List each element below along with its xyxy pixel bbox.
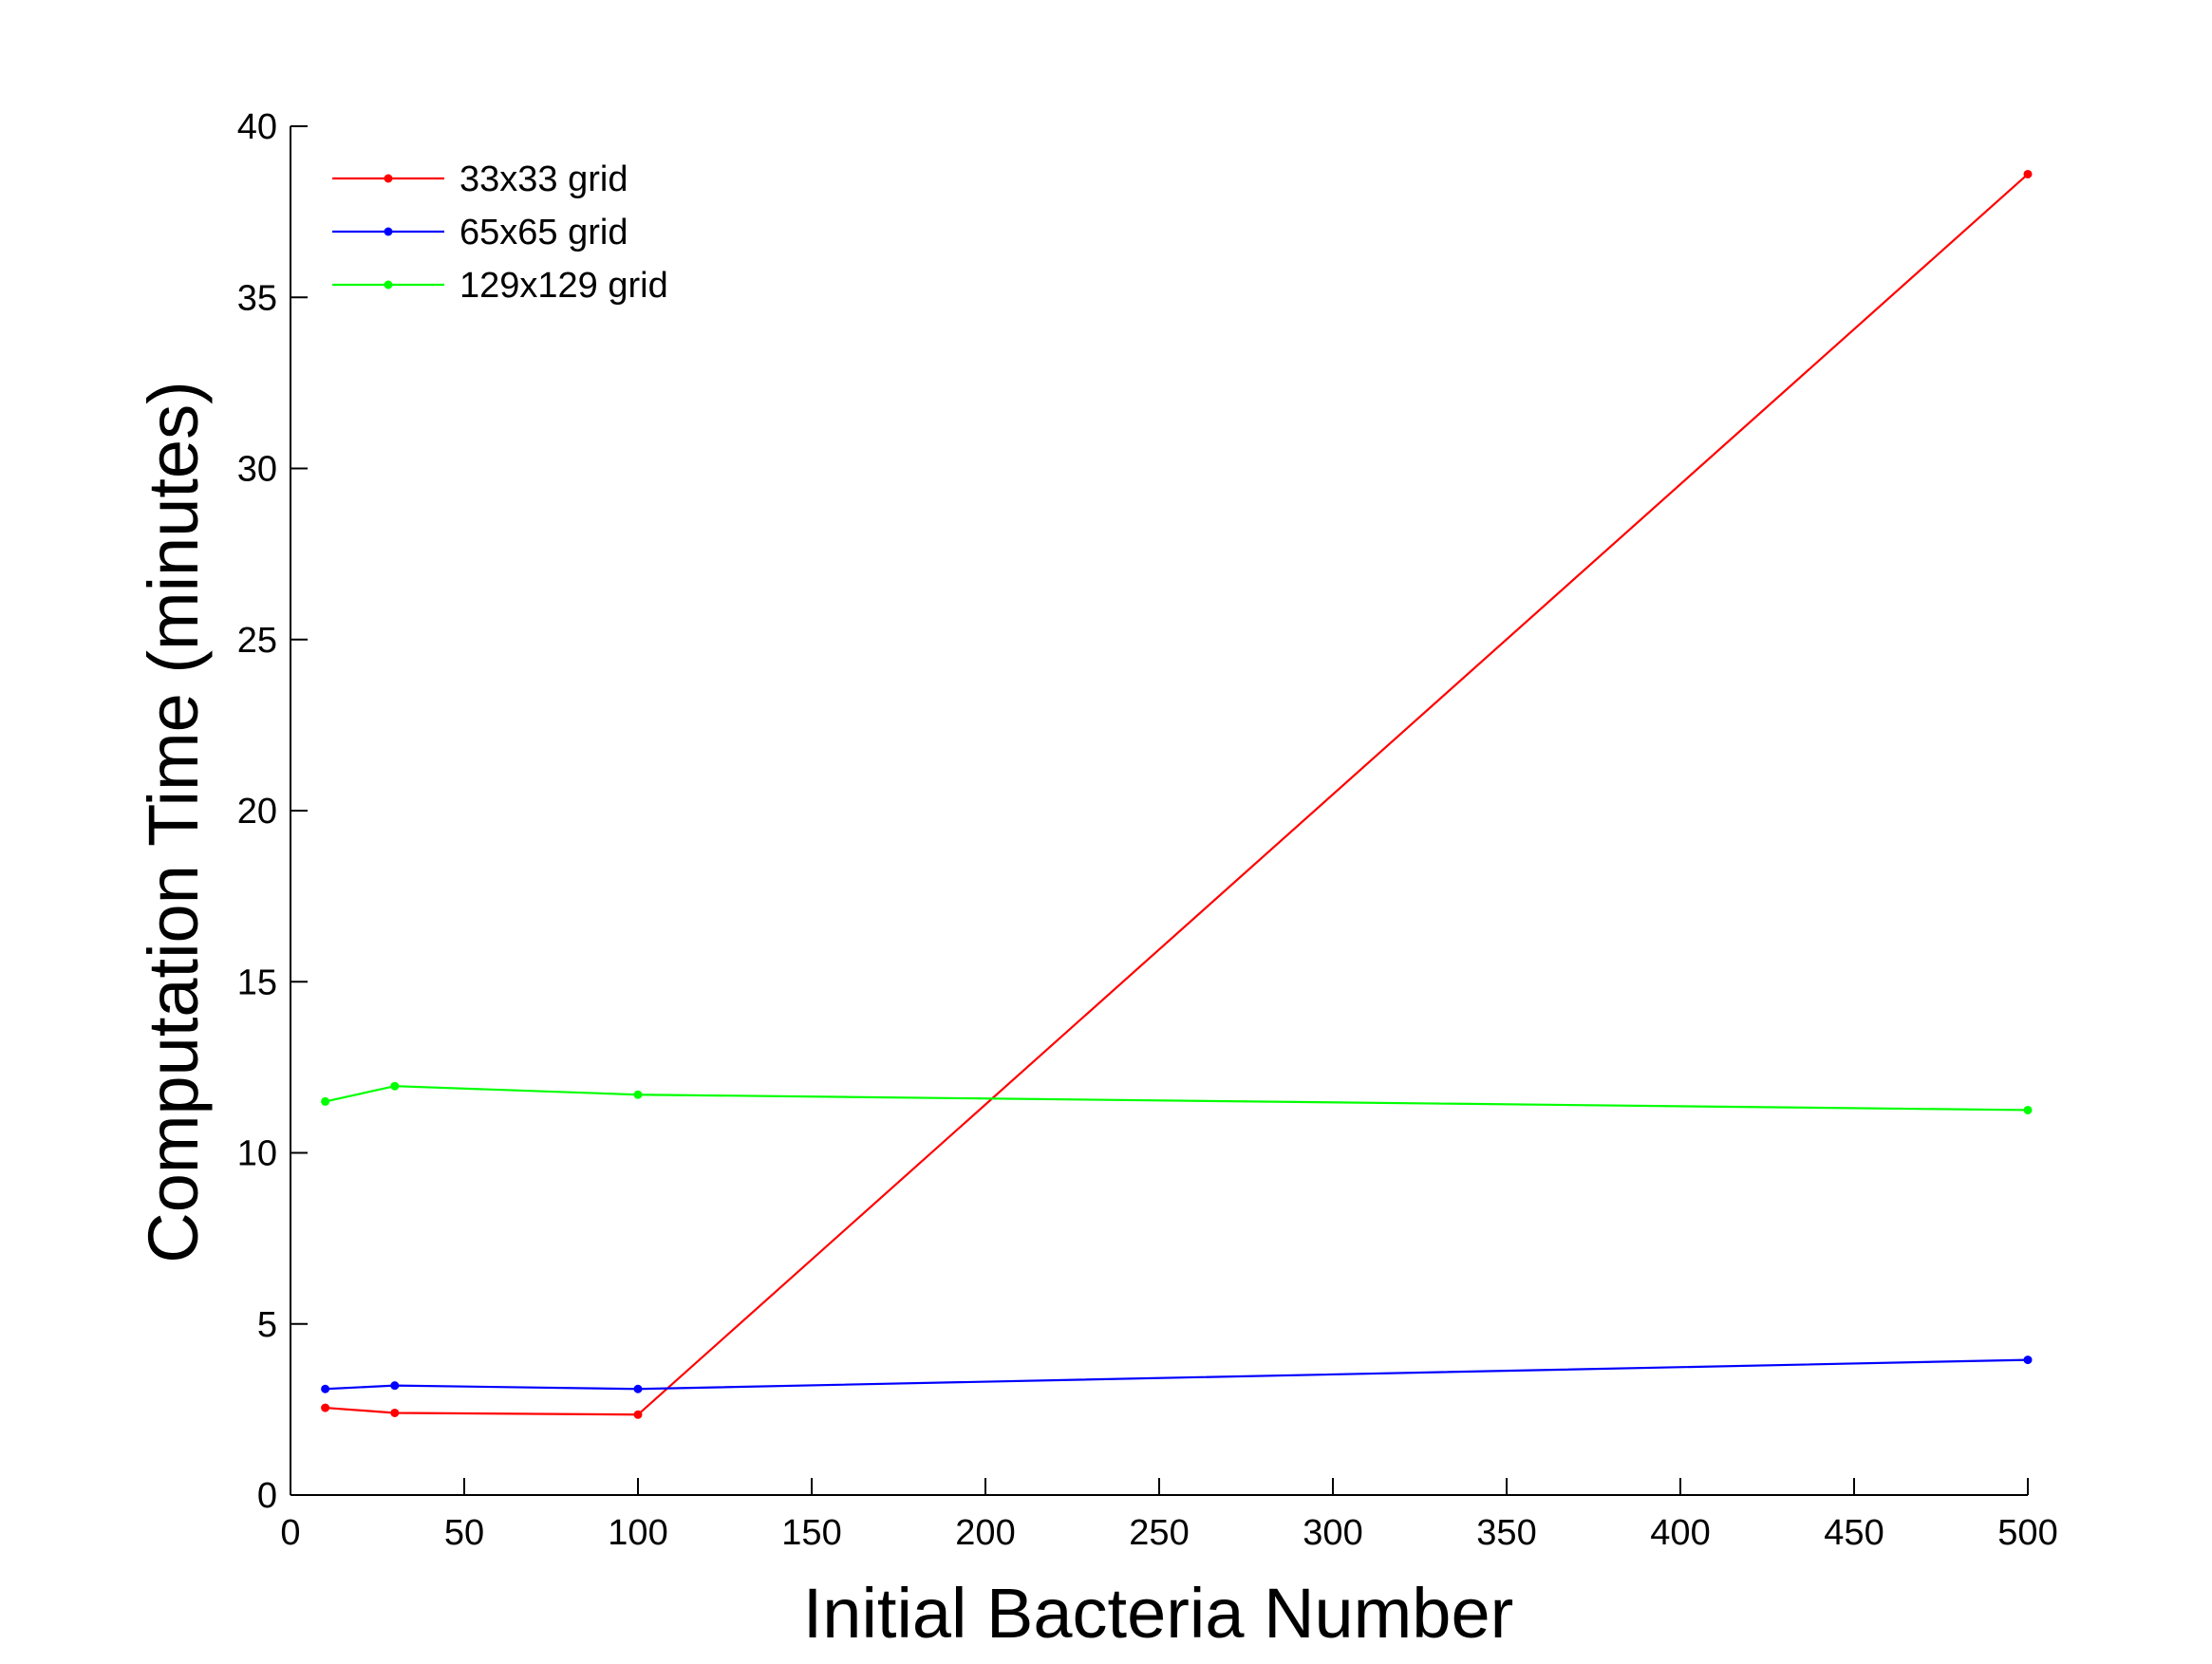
data-point — [2023, 1356, 2033, 1365]
y-tick-label: 40 — [237, 107, 277, 147]
legend-marker — [384, 174, 393, 183]
y-tick-label: 15 — [237, 963, 277, 1002]
x-tick-label: 0 — [280, 1513, 300, 1553]
x-axis-title: Initial Bacteria Number — [803, 1574, 1514, 1653]
data-point — [2023, 1105, 2033, 1114]
y-tick-label: 5 — [257, 1305, 277, 1345]
x-tick-label: 50 — [444, 1513, 484, 1553]
y-tick-label: 25 — [237, 621, 277, 661]
legend-marker — [384, 280, 393, 290]
legend-label: 33x33 grid — [459, 159, 628, 199]
legend-marker — [384, 227, 393, 236]
data-point — [633, 1410, 643, 1419]
data-point — [321, 1403, 330, 1412]
data-point — [2023, 169, 2033, 178]
data-point — [390, 1408, 400, 1417]
x-tick-label: 300 — [1303, 1513, 1362, 1553]
y-tick-label: 30 — [237, 450, 277, 490]
x-tick-label: 350 — [1476, 1513, 1536, 1553]
data-point — [633, 1090, 643, 1099]
legend-label: 65x65 grid — [459, 213, 628, 252]
y-tick-label: 0 — [257, 1476, 277, 1516]
x-tick-label: 200 — [955, 1513, 1015, 1553]
data-point — [321, 1096, 330, 1106]
legend: 33x33 grid 65x65 grid 129x129 grid — [332, 159, 668, 306]
y-tick-label: 35 — [237, 278, 277, 318]
data-point — [633, 1384, 643, 1393]
series-line-3 — [325, 1085, 2029, 1112]
x-tick-label: 500 — [1997, 1513, 2057, 1553]
x-tick-label: 450 — [1824, 1513, 1884, 1553]
x-tick-label: 250 — [1129, 1513, 1189, 1553]
y-tick-label: 10 — [237, 1134, 277, 1174]
x-tick-label: 150 — [781, 1513, 841, 1553]
legend-label: 129x129 grid — [459, 266, 668, 306]
data-point — [390, 1381, 400, 1391]
data-point — [390, 1081, 400, 1091]
series-layer — [321, 169, 2033, 1419]
series-line-1 — [325, 173, 2029, 1416]
data-point — [321, 1384, 330, 1393]
x-tick-label: 100 — [608, 1513, 667, 1553]
x-tick-label: 400 — [1650, 1513, 1710, 1553]
y-axis-title: Computation Time (minutes) — [134, 381, 213, 1262]
axes: 0 50 100 150 200 250 300 350 400 450 500 0 5 10 15 20 25… — [237, 107, 2058, 1553]
y-tick-label: 20 — [237, 792, 277, 832]
series-line-2 — [325, 1358, 2029, 1391]
